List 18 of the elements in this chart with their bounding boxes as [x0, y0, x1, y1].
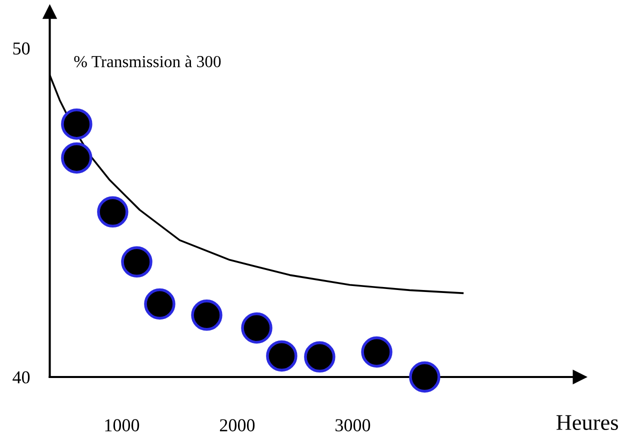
x-tick-label: 1000	[105, 419, 140, 432]
point	[61, 108, 92, 140]
y-tick-label: 50	[13, 42, 30, 55]
point	[241, 312, 272, 344]
y-axis-title: % Transmission à 300	[74, 55, 221, 68]
point	[121, 246, 152, 278]
x-tick-label: 2000	[220, 419, 255, 432]
point	[144, 288, 176, 320]
point	[191, 300, 222, 331]
point	[61, 142, 92, 174]
point	[361, 336, 392, 368]
x-tick-label: 3000	[336, 419, 370, 432]
point	[409, 361, 440, 393]
point	[304, 341, 336, 373]
x-axis-title: Heures	[556, 415, 618, 430]
point	[266, 340, 298, 372]
point	[97, 196, 128, 228]
y-tick-label: 40	[12, 371, 30, 384]
